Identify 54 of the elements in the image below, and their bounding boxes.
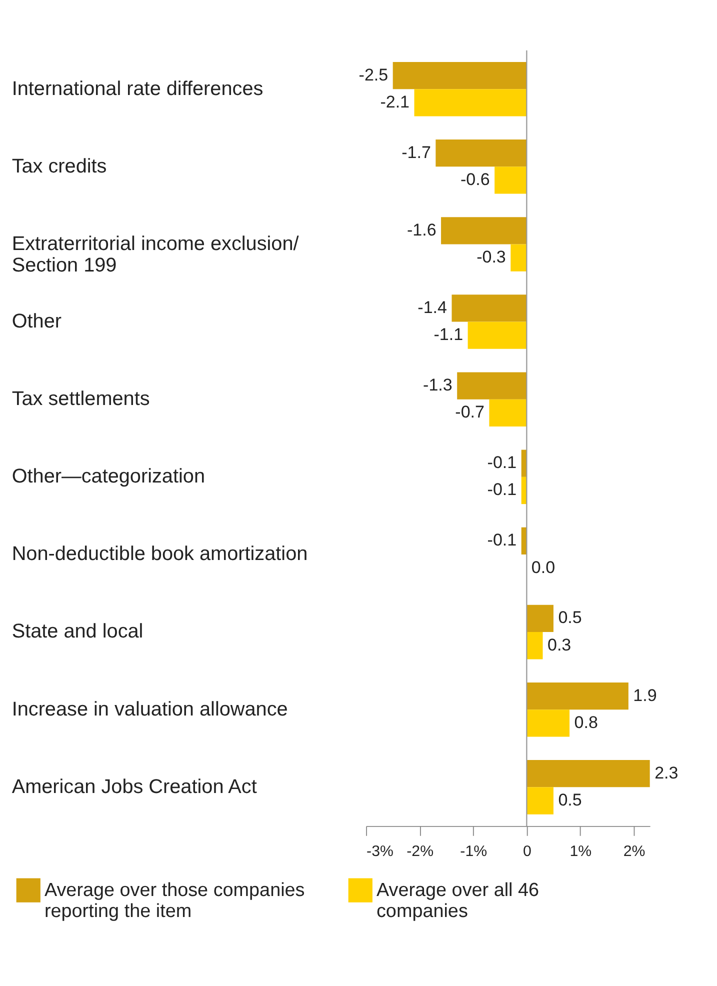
data-label: -1.3 <box>423 376 452 395</box>
y-tick-label: State and local <box>12 620 144 643</box>
data-label: 0.0 <box>531 558 556 577</box>
y-tick-label: International rate differences <box>12 78 264 100</box>
data-label: -2.1 <box>380 92 410 112</box>
data-label: 0.3 <box>547 635 572 654</box>
bar <box>526 604 554 632</box>
data-label: -0.6 <box>460 170 490 189</box>
y-tick-label: Other <box>12 310 62 332</box>
y-tick-label: Extraterritorial income exclusion/ Section 199 <box>12 232 300 277</box>
data-label: -2.5 <box>358 65 388 84</box>
y-tick-label: Increase in valuation allowance <box>12 698 288 720</box>
data-label: 0.5 <box>558 790 582 810</box>
y-tick-label: Tax credits <box>12 155 107 178</box>
legend-label: Average over all 46 companies <box>376 880 540 922</box>
data-label: -1.6 <box>406 220 436 240</box>
bar <box>468 322 527 349</box>
y-tick-label: American Jobs Creation Act <box>12 776 258 798</box>
data-label: -1.7 <box>402 142 431 162</box>
bar <box>526 787 554 814</box>
bar <box>526 632 543 660</box>
x-tick-label: 0 <box>522 842 532 860</box>
y-tick-label: Other—categorization <box>12 466 206 488</box>
bar <box>457 372 527 400</box>
x-tick-label: -3% <box>366 842 394 860</box>
bar <box>392 62 527 90</box>
bar <box>494 166 527 194</box>
x-tick-label: 1% <box>570 842 592 860</box>
bar <box>414 89 527 116</box>
data-label: 0.8 <box>574 712 598 732</box>
x-tick-label: 2% <box>623 842 646 860</box>
data-label: 2.3 <box>654 763 678 782</box>
data-label: -0.1 <box>487 480 517 500</box>
data-label: -1.4 <box>418 298 448 317</box>
bar <box>489 399 527 426</box>
bar <box>526 682 628 710</box>
bar <box>526 710 570 737</box>
data-label: 1.9 <box>633 686 657 705</box>
bar <box>526 760 650 788</box>
bar <box>441 217 527 244</box>
legend-label: Average over those companies reporting the item <box>44 880 305 922</box>
data-label: -0.3 <box>476 248 506 267</box>
bar <box>452 294 527 322</box>
data-label: -0.1 <box>487 530 517 550</box>
x-tick-label: -2% <box>406 842 434 860</box>
y-tick-label: Tax settlements <box>12 388 150 410</box>
bar <box>510 244 527 272</box>
data-label: -0.1 <box>487 453 517 472</box>
data-label: -1.1 <box>434 325 464 344</box>
x-tick-label: -1% <box>460 842 488 860</box>
y-tick-label: Non-deductible book amortization <box>12 543 308 566</box>
data-label: -0.7 <box>455 402 484 422</box>
bar <box>436 140 527 167</box>
data-label: 0.5 <box>558 608 582 628</box>
